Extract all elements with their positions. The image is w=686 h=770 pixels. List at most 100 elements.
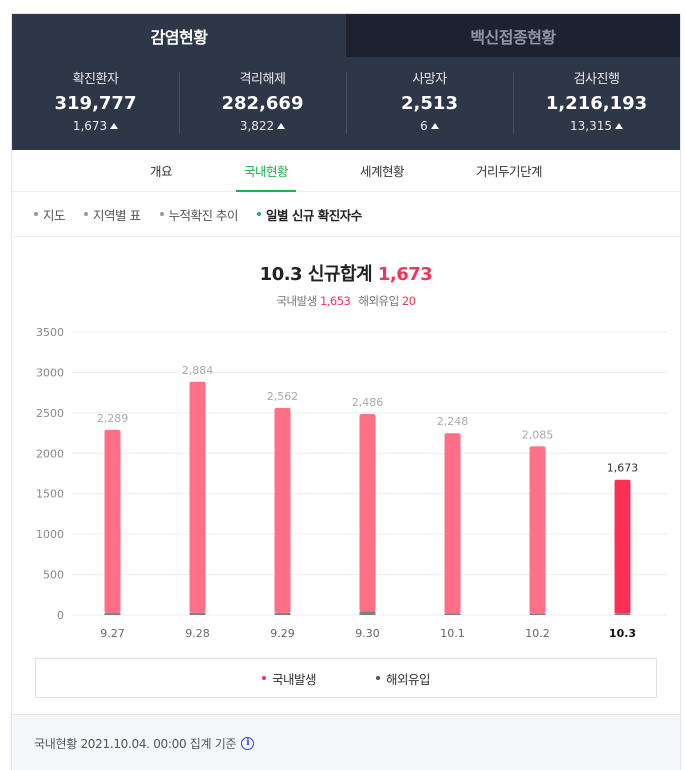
bullet-icon xyxy=(256,212,261,216)
bar-segment-domestic xyxy=(274,407,291,613)
bar-segment-domestic xyxy=(359,413,376,612)
bar-segment-overseas xyxy=(614,613,631,615)
top-tab-bar: 감염현황 백신접종현황 xyxy=(12,14,680,57)
sub-tab-bar: 개요 국내현황 세계현황 거리두기단계 xyxy=(12,150,680,192)
tab-vaccination-status[interactable]: 백신접종현황 xyxy=(346,14,680,57)
x-tick-label: 9.27 xyxy=(100,627,125,640)
x-tick-label: 9.29 xyxy=(270,627,295,640)
filter-region-table[interactable]: 지역별 표 xyxy=(84,205,141,224)
stat-testing: 검사진행 1,216,193 13,315 xyxy=(513,68,680,150)
filter-cumulative-trend[interactable]: 누적확진 추이 xyxy=(159,205,239,224)
bar-value-label: 1,673 xyxy=(607,462,639,475)
bar-segment-overseas xyxy=(529,613,546,615)
stat-label: 격리해제 xyxy=(239,72,286,87)
stat-value: 1,216,193 xyxy=(545,93,648,114)
y-tick-label: 1500 xyxy=(36,488,64,501)
legend-item-domestic[interactable]: 국내발생 xyxy=(261,669,317,688)
bar-value-label: 2,289 xyxy=(97,412,129,425)
x-tick-label: 10.1 xyxy=(440,627,465,640)
legend-label: 국내발생 xyxy=(271,671,317,687)
increase-arrow-icon xyxy=(430,123,439,129)
legend-dot-icon xyxy=(376,676,380,680)
view-filter-bar: 지도 지역별 표 누적확진 추이 일별 신규 확진자수 xyxy=(12,192,680,237)
summary-breakdown: 국내발생 1,653 해외유입 20 xyxy=(12,293,680,309)
bar-value-label: 2,562 xyxy=(267,390,299,403)
increase-arrow-icon xyxy=(277,123,286,129)
legend-dot-icon xyxy=(261,676,266,680)
bar-segment-domestic xyxy=(529,446,546,614)
stats-panel: 확진환자 319,777 1,673 격리해제 282,669 3,822 사망… xyxy=(12,57,680,150)
y-tick-label: 500 xyxy=(43,569,64,582)
bar-segment-domestic xyxy=(189,381,206,613)
stat-delta: 13,315 xyxy=(513,119,680,133)
filter-daily-new-cases[interactable]: 일별 신규 확진자수 xyxy=(256,205,362,224)
stat-confirmed: 확진환자 319,777 1,673 xyxy=(12,68,179,150)
tab-distancing-level[interactable]: 거리두기단계 xyxy=(476,164,543,179)
bar-value-label: 2,486 xyxy=(352,396,384,409)
stat-released: 격리해제 282,669 3,822 xyxy=(179,68,346,150)
filter-label: 누적확진 추이 xyxy=(168,207,239,223)
bar-segment-overseas xyxy=(104,613,121,615)
stat-delta: 1,673 xyxy=(12,119,179,133)
stat-delta: 6 xyxy=(346,119,513,133)
stat-delta-value: 3,822 xyxy=(239,119,275,133)
info-icon[interactable]: i xyxy=(241,736,255,750)
bar-segment-domestic xyxy=(444,433,461,614)
legend-label: 해외유입 xyxy=(386,671,431,687)
summary-title-text: 10.3 신규합계 xyxy=(259,264,373,285)
overseas-label: 해외유입 xyxy=(358,294,399,308)
footer-note: 국내현황 2021.10.04. 00:00 집계 기준 i xyxy=(12,714,680,770)
daily-summary: 10.3 신규합계 1,673 국내발생 1,653 해외유입 20 xyxy=(12,260,680,309)
chart-legend: 국내발생 해외유입 xyxy=(35,658,657,698)
stat-delta-value: 13,315 xyxy=(570,119,612,133)
stat-value: 319,777 xyxy=(54,93,137,114)
bar-value-label: 2,248 xyxy=(437,415,469,428)
bar-segment-overseas xyxy=(359,611,376,615)
bar-segment-domestic xyxy=(614,479,631,614)
x-tick-label: 9.30 xyxy=(355,627,380,640)
y-tick-label: 0 xyxy=(57,609,64,622)
chart-svg: 0 500 1000 1500 2000 2500 3000 3500 2,289 9.27 2,8… xyxy=(36,326,667,640)
filter-label: 일별 신규 확진자수 xyxy=(265,207,362,223)
footer-text: 국내현황 2021.10.04. 00:00 집계 기준 xyxy=(34,736,237,751)
overseas-value: 20 xyxy=(401,294,416,308)
tab-infection-status[interactable]: 감염현황 xyxy=(12,14,346,57)
bullet-icon xyxy=(34,212,38,216)
x-tick-label: 10.3 xyxy=(609,627,636,640)
summary-title: 10.3 신규합계 1,673 xyxy=(12,260,680,286)
bar-segment-overseas xyxy=(189,612,206,615)
covid-status-widget: 감염현황 백신접종현황 확진환자 319,777 1,673 격리해제 282,… xyxy=(11,13,681,770)
domestic-label: 국내발생 xyxy=(276,294,317,308)
y-tick-label: 1000 xyxy=(36,528,64,541)
increase-arrow-icon xyxy=(110,123,119,129)
stat-delta: 3,822 xyxy=(179,119,346,133)
increase-arrow-icon xyxy=(615,123,623,129)
legend-item-overseas[interactable]: 해외유입 xyxy=(376,669,431,688)
stat-value: 282,669 xyxy=(221,93,304,114)
filter-label: 지역별 표 xyxy=(93,207,141,223)
y-tick-label: 3500 xyxy=(36,326,64,339)
y-tick-label: 3000 xyxy=(36,366,64,379)
x-tick-label: 10.2 xyxy=(525,627,550,640)
tab-overview[interactable]: 개요 xyxy=(149,164,173,179)
filter-map[interactable]: 지도 xyxy=(34,205,66,224)
bullet-icon xyxy=(159,212,164,216)
bar-segment-domestic xyxy=(104,429,121,614)
filter-label: 지도 xyxy=(43,207,66,223)
daily-cases-bar-chart: 0 500 1000 1500 2000 2500 3000 3500 2,289 9.27 2,8… xyxy=(12,317,680,657)
domestic-value: 1,653 xyxy=(319,294,351,308)
y-tick-label: 2000 xyxy=(36,447,64,460)
stat-delta-value: 6 xyxy=(420,119,428,133)
tab-domestic-status[interactable]: 국내현황 xyxy=(235,150,297,192)
bar-value-label: 2,884 xyxy=(182,364,214,377)
stat-label: 확진환자 xyxy=(72,72,119,87)
bar-segment-overseas xyxy=(274,612,291,615)
tab-world-status[interactable]: 세계현황 xyxy=(360,164,405,179)
stat-deaths: 사망자 2,513 6 xyxy=(346,68,513,150)
bar-segment-overseas xyxy=(444,613,461,615)
x-tick-label: 9.28 xyxy=(185,627,210,640)
stat-label: 검사진행 xyxy=(573,72,620,87)
bar-value-label: 2,085 xyxy=(522,428,554,441)
summary-total: 1,673 xyxy=(377,264,433,285)
y-tick-label: 2500 xyxy=(36,407,64,420)
